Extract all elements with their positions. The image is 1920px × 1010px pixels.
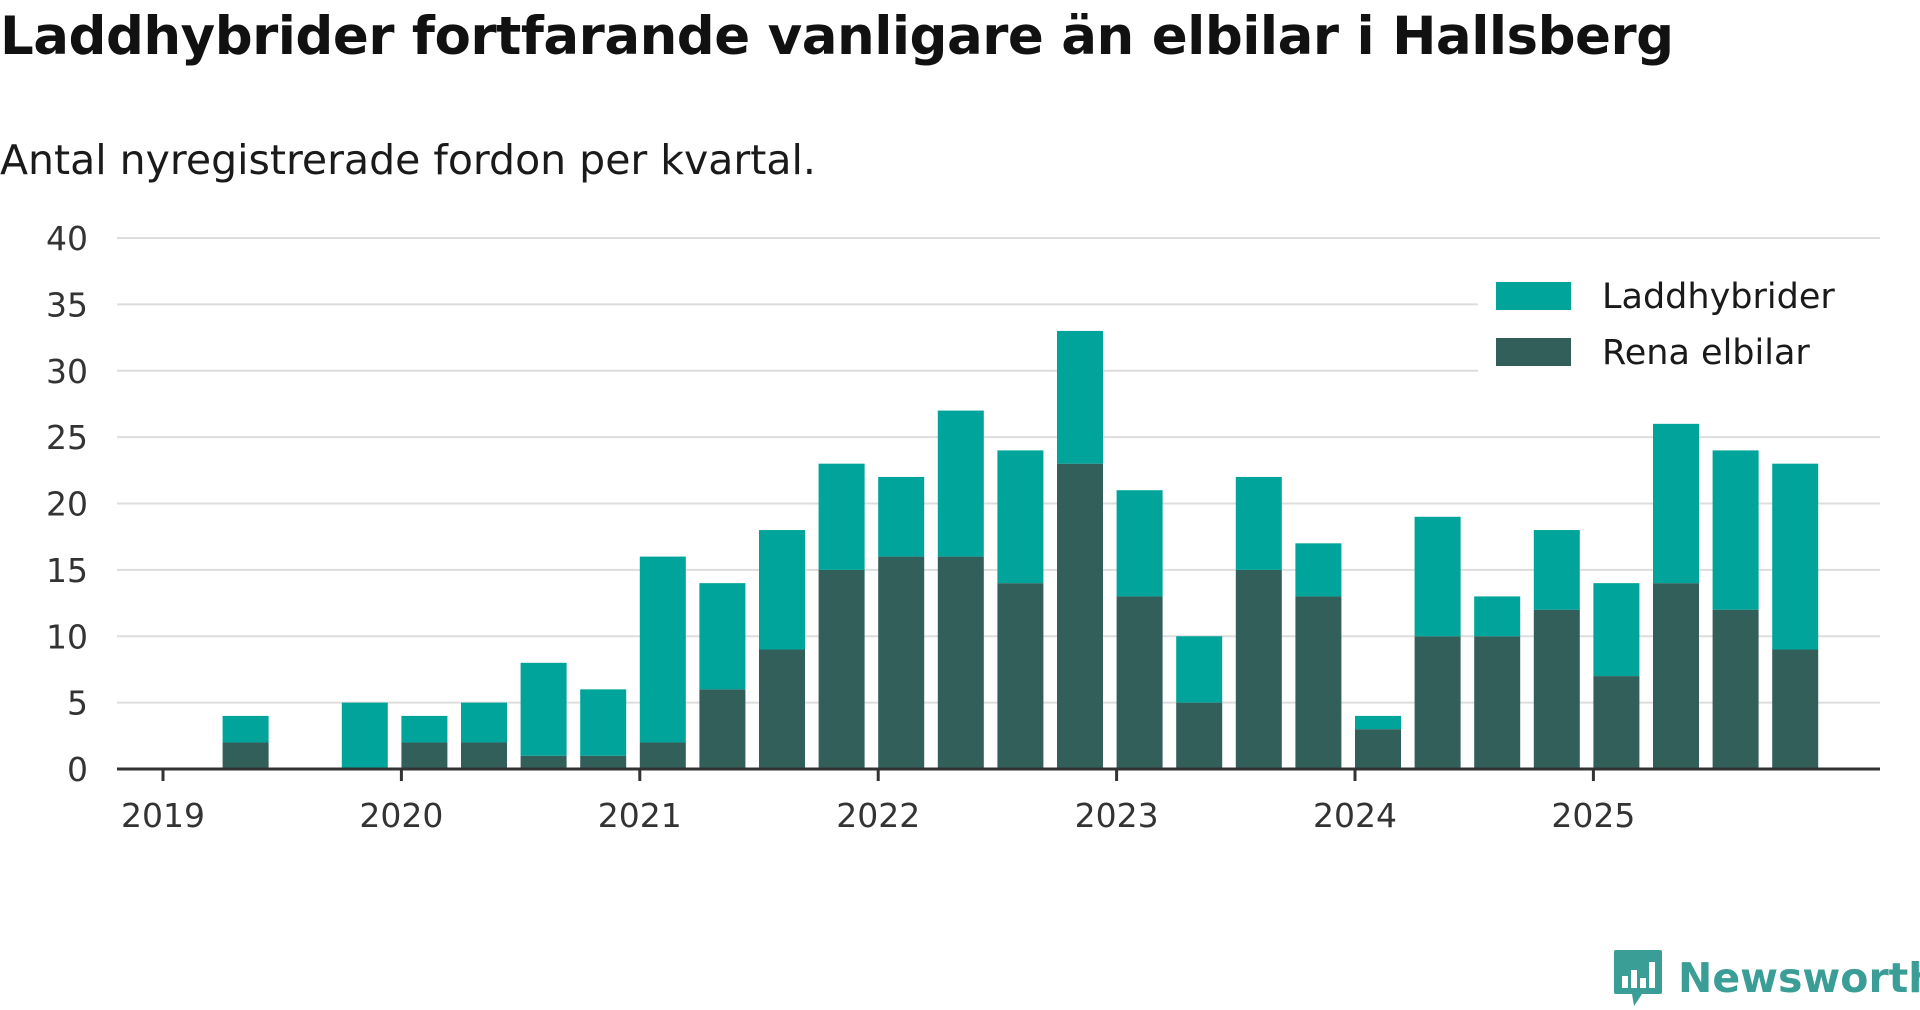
x-tick-label: 2024 (1313, 796, 1397, 835)
bar-laddhybrider-2019-Q4 (341, 702, 388, 769)
bar-laddhybrider-2020-Q4 (580, 689, 627, 756)
legend-label-laddhybrider: Laddhybrider (1602, 277, 1835, 317)
chart-title: Laddhybrider fortfarande vanligare än el… (0, 6, 1674, 67)
bar-elbilar-2019-Q2 (222, 742, 269, 769)
x-tick-label: 2025 (1551, 796, 1635, 835)
x-tick-label: 2021 (598, 796, 682, 835)
y-tick-label: 20 (46, 485, 88, 524)
y-tick-label: 5 (67, 684, 88, 723)
bar-elbilar-2023-Q3 (1235, 569, 1282, 769)
bar-laddhybrider-2025-Q4 (1772, 463, 1819, 650)
y-axis-tick-labels: 0 5 10 15 20 25 30 35 40 (46, 219, 88, 789)
newsworthy-logo-icon (1614, 950, 1662, 1006)
y-tick-label: 40 (46, 219, 88, 258)
legend-swatch-elbilar (1496, 338, 1571, 366)
bar-elbilar-2021-Q4 (818, 569, 865, 769)
bar-elbilar-2023-Q2 (1176, 702, 1223, 769)
bar-elbilar-2023-Q1 (1116, 596, 1163, 769)
bar-laddhybrider-2020-Q1 (401, 715, 448, 743)
bar-elbilar-2025-Q4 (1772, 649, 1819, 769)
bar-laddhybrider-2025-Q3 (1712, 450, 1759, 610)
bar-elbilar-2021-Q2 (699, 689, 746, 769)
bar-laddhybrider-2024-Q4 (1533, 530, 1580, 610)
bar-elbilar-2022-Q4 (1057, 463, 1103, 769)
x-tick-label: 2020 (359, 796, 443, 835)
bar-elbilar-2022-Q3 (997, 583, 1044, 769)
bar-laddhybrider-2024-Q3 (1474, 596, 1521, 637)
bar-laddhybrider-2022-Q3 (997, 450, 1044, 584)
bar-laddhybrider-2025-Q2 (1653, 423, 1699, 584)
x-tick-label: 2022 (836, 796, 920, 835)
bar-laddhybrider-2021-Q2 (699, 583, 746, 690)
bar-elbilar-2024-Q1 (1355, 729, 1401, 769)
x-axis: 2019 2020 2021 2022 2023 2024 2025 (117, 767, 1880, 835)
bar-elbilar-2025-Q3 (1712, 609, 1759, 769)
legend-swatch-laddhybrider (1496, 282, 1571, 310)
bar-laddhybrider-2021-Q4 (818, 463, 865, 570)
bar-laddhybrider-2020-Q3 (520, 662, 567, 756)
bar-laddhybrider-2022-Q1 (878, 476, 925, 557)
x-tick-label: 2023 (1075, 796, 1159, 835)
bar-laddhybrider-2025-Q1 (1593, 583, 1640, 677)
bar-elbilar-2024-Q4 (1533, 609, 1580, 769)
bar-elbilar-2020-Q2 (461, 742, 507, 769)
y-tick-label: 25 (46, 418, 88, 457)
y-tick-label: 15 (46, 551, 88, 590)
legend-label-elbilar: Rena elbilar (1602, 333, 1810, 373)
bar-laddhybrider-2021-Q1 (639, 556, 686, 743)
x-tick-label: 2019 (121, 796, 205, 835)
bar-elbilar-2025-Q1 (1593, 676, 1640, 769)
y-tick-label: 35 (46, 285, 88, 324)
bar-elbilar-2021-Q3 (759, 649, 805, 769)
chart-subtitle: Antal nyregistrerade fordon per kvartal. (0, 136, 816, 184)
bar-elbilar-2022-Q1 (878, 556, 925, 769)
bar-laddhybrider-2023-Q2 (1176, 636, 1223, 703)
bar-laddhybrider-2024-Q1 (1355, 715, 1401, 730)
bar-elbilar-2024-Q3 (1474, 636, 1521, 769)
bar-elbilar-2020-Q4 (580, 755, 627, 769)
legend: Laddhybrider Rena elbilar (1478, 270, 1880, 376)
brand-name: Newsworthy (1678, 954, 1920, 1002)
bar-elbilar-2022-Q2 (937, 556, 984, 769)
bar-elbilar-2020-Q1 (401, 742, 448, 769)
bar-laddhybrider-2019-Q2 (222, 715, 269, 743)
bar-elbilar-2025-Q2 (1653, 583, 1699, 769)
y-tick-label: 0 (67, 750, 88, 789)
bar-laddhybrider-2024-Q2 (1414, 516, 1461, 637)
bar-laddhybrider-2023-Q3 (1235, 476, 1282, 570)
bar-elbilar-2020-Q3 (520, 755, 567, 769)
y-tick-label: 30 (46, 352, 88, 391)
bar-laddhybrider-2023-Q4 (1295, 543, 1342, 597)
bar-laddhybrider-2022-Q2 (937, 410, 984, 557)
bar-laddhybrider-2020-Q2 (461, 702, 507, 743)
bar-laddhybrider-2023-Q1 (1116, 490, 1163, 597)
bars (222, 330, 1819, 769)
bar-elbilar-2021-Q1 (639, 742, 686, 769)
y-tick-label: 10 (46, 617, 88, 656)
brand-logo: Newsworthy (1612, 948, 1920, 1008)
bar-laddhybrider-2022-Q4 (1057, 330, 1103, 464)
bar-elbilar-2024-Q2 (1414, 636, 1461, 769)
bar-elbilar-2023-Q4 (1295, 596, 1342, 769)
bar-laddhybrider-2021-Q3 (759, 530, 805, 650)
